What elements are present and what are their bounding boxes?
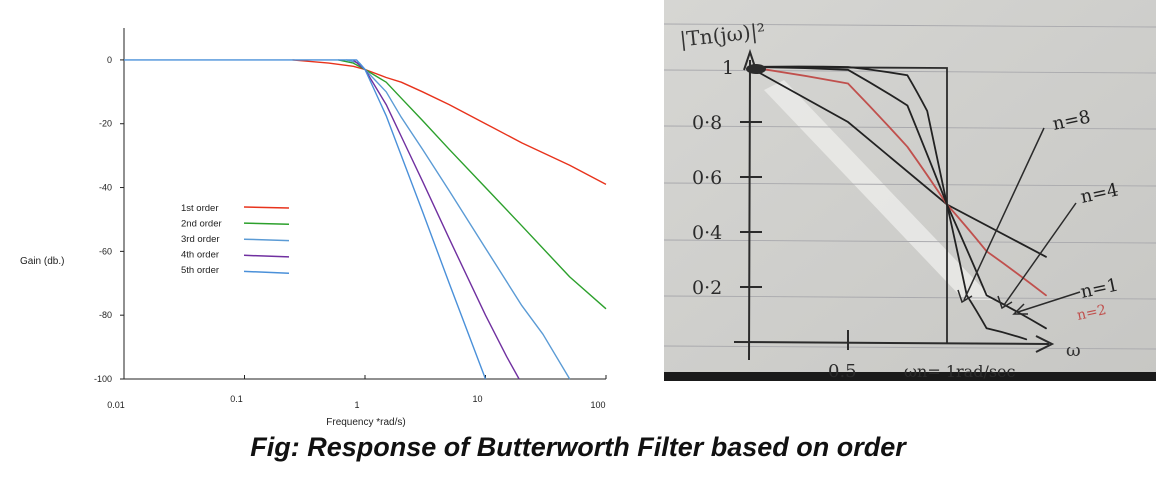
series-line-1 bbox=[292, 59, 607, 186]
butterworth-db-chart: 0 -20 -40 -60 -80 -100 0.01 0.1 1 10 100 1st order… bbox=[20, 28, 607, 428]
legend-label: 4th order bbox=[181, 250, 219, 261]
y-tick-label: -20 bbox=[99, 119, 112, 129]
sketch-curve-2 bbox=[748, 66, 1047, 297]
rule-line bbox=[664, 239, 1156, 244]
series-line-4 bbox=[352, 59, 520, 380]
chart-series-group bbox=[124, 59, 607, 380]
legend-label: 2nd order bbox=[181, 219, 222, 230]
legend-swatch bbox=[243, 222, 290, 226]
sketch-curve-1 bbox=[748, 66, 1047, 258]
dc-gain-point bbox=[746, 64, 766, 74]
rule-line bbox=[664, 345, 1156, 350]
x-tick-label: 0.01 bbox=[107, 400, 125, 410]
pointer-arrow bbox=[1012, 291, 1081, 315]
x-tick-label: 10 bbox=[472, 394, 482, 404]
sketch-curve-3 bbox=[748, 66, 1047, 330]
legend-swatch bbox=[243, 206, 290, 209]
rule-line bbox=[664, 69, 1156, 74]
series-line-3 bbox=[346, 59, 571, 380]
pointer-arrow bbox=[957, 127, 1045, 304]
y-axis-label: Gain (db.) bbox=[20, 256, 64, 267]
rule-line bbox=[664, 125, 1156, 130]
series-line-2 bbox=[338, 59, 607, 310]
legend-swatch bbox=[243, 270, 290, 274]
x-axis-label: Frequency *rad/s) bbox=[326, 417, 405, 428]
pointer-arrow bbox=[997, 202, 1077, 310]
rule-line bbox=[664, 182, 1156, 187]
legend-swatch bbox=[243, 254, 290, 258]
sketch-y-tick-label: 0·4 bbox=[692, 222, 722, 244]
sketch-x-axis bbox=[733, 335, 1055, 353]
sketch-curve-4 bbox=[748, 65, 1028, 341]
sketch-y-tick-label: 0·8 bbox=[692, 112, 722, 134]
legend-label: 1st order bbox=[181, 203, 219, 214]
y-tick-label: -60 bbox=[99, 246, 112, 256]
figure-caption: Fig: Response of Butterworth Filter base… bbox=[250, 432, 906, 462]
chart-legend: 1st order 2nd order 3rd order 4th order 5th … bbox=[181, 203, 290, 276]
sketch-x-tick-label: 0.5 bbox=[828, 361, 857, 381]
x-tick-label: 100 bbox=[590, 400, 605, 410]
sketch-y-tick-label: 0·6 bbox=[692, 167, 722, 189]
y-tick-label: -40 bbox=[99, 183, 112, 193]
y-tick-label: -80 bbox=[99, 310, 112, 320]
x-tick-label: 0.1 bbox=[230, 394, 243, 404]
photo-bottom-edge bbox=[664, 372, 1156, 381]
legend-label: 3rd order bbox=[181, 234, 220, 245]
handwritten-response-sketch: 10·80·60·40·20.5 ωn= 1rad/sec n=1n=2n=4n=… bbox=[664, 0, 1156, 381]
sketch-x-tick-label: ωn= 1rad/sec bbox=[904, 362, 1016, 381]
sketch-x-axis-label: ω bbox=[1066, 340, 1081, 361]
legend-swatch bbox=[243, 238, 290, 242]
sketch-y-axis bbox=[743, 48, 757, 361]
chart-axes: 0 -20 -40 -60 -80 -100 0.01 0.1 1 10 100 bbox=[94, 28, 607, 410]
sketch-y-tick-label: 0·2 bbox=[692, 277, 722, 299]
series-line-5 bbox=[124, 59, 487, 380]
shadow-streak bbox=[764, 80, 994, 300]
y-tick-label: -100 bbox=[94, 374, 112, 384]
x-tick-label: 1 bbox=[354, 400, 359, 410]
legend-label: 5th order bbox=[181, 265, 219, 276]
sketch-curve-label: n=2 bbox=[1076, 302, 1108, 324]
notebook-rule-lines bbox=[664, 23, 1156, 350]
sketch-y-tick-label: 1 bbox=[722, 57, 734, 79]
rule-line bbox=[664, 23, 1156, 28]
y-tick-label: 0 bbox=[107, 55, 112, 65]
rule-line bbox=[664, 295, 1156, 300]
